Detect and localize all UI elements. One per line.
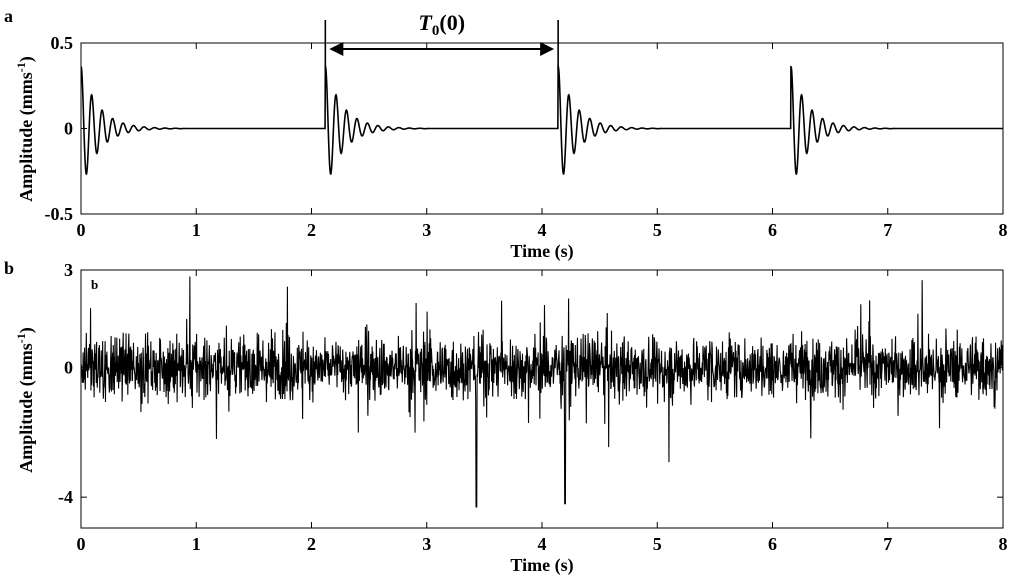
x-tick-label: 6: [768, 220, 777, 240]
y-tick-label: 0.5: [51, 33, 74, 53]
x-tick-label: 5: [653, 534, 662, 554]
panel-b-plot-frame: [80, 269, 1004, 529]
y-tick-label: 3: [64, 260, 73, 280]
panel-b-label: b: [4, 258, 14, 278]
panel-a-ylabel: Amplitude (mms-1): [14, 56, 37, 202]
panel-b-tick-labels: 0 1 2 3 4 5 6 7 8 -4 0 3: [58, 260, 1008, 554]
period-arrowhead-right: [540, 42, 555, 56]
y-tick-label: 0: [64, 357, 73, 377]
x-tick-label: 2: [307, 220, 316, 240]
x-tick-label: 0: [77, 534, 86, 554]
period-label: T0(0): [418, 10, 465, 39]
panel-b-xlabel: Time (s): [510, 555, 573, 576]
period-annotation: T0(0): [324, 10, 559, 70]
y-tick-label: -0.5: [45, 204, 74, 224]
x-tick-label: 0: [77, 220, 86, 240]
x-tick-label: 8: [999, 534, 1008, 554]
x-tick-label: 1: [192, 220, 201, 240]
x-tick-label: 3: [422, 534, 431, 554]
panel-b-series-line: [80, 276, 1004, 508]
y-tick-label: -4: [58, 487, 73, 507]
panel-b: b b 0 1 2 3 4 5 6 7 8 -4 0 3 Time (s) Amplitude (mm…: [4, 258, 1008, 576]
x-tick-label: 8: [999, 220, 1008, 240]
x-tick-label: 1: [192, 534, 201, 554]
period-arrowhead-left: [329, 42, 344, 56]
x-tick-label: 7: [883, 220, 892, 240]
panel-a: a 0 1 2 3 4 5 6 7 8-0.500.5 T0(0) Time (s) Ampli…: [4, 6, 1008, 262]
panel-b-ticks: [80, 269, 1004, 528]
panel-a-tick-labels: 0 1 2 3 4 5 6 7 8-0.500.5: [45, 33, 1008, 240]
panel-a-series-line: [80, 65, 1003, 176]
x-tick-label: 4: [538, 220, 547, 240]
panel-b-ylabel: Amplitude (mms-1): [14, 327, 37, 473]
x-tick-label: 6: [768, 534, 777, 554]
x-tick-label: 5: [653, 220, 662, 240]
y-tick-label: 0: [64, 119, 73, 139]
x-tick-label: 3: [422, 220, 431, 240]
panel-b-inner-label: b: [91, 277, 98, 292]
x-tick-label: 2: [307, 534, 316, 554]
panel-a-xlabel: Time (s): [510, 241, 573, 262]
x-tick-label: 7: [883, 534, 892, 554]
x-tick-label: 4: [538, 534, 547, 554]
panel-a-label: a: [4, 6, 13, 26]
